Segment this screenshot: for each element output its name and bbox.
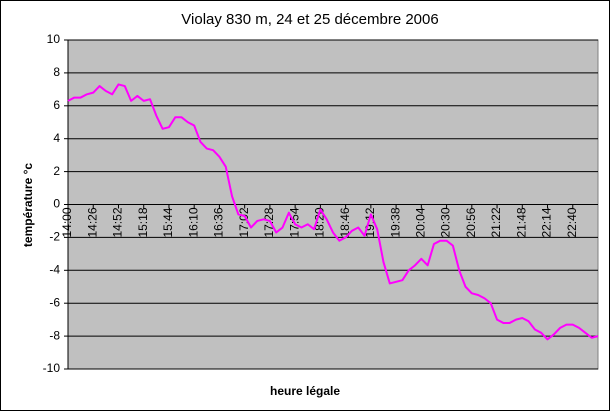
y-axis-label: température °c	[21, 163, 35, 247]
y-tick-label: 4	[53, 131, 60, 145]
x-tick-label: 15:44	[161, 207, 175, 237]
x-tick-label: 20:04	[414, 207, 428, 237]
data-line	[67, 83, 599, 341]
y-tick-label: -8	[49, 328, 60, 342]
y-tick-label: -6	[49, 295, 60, 309]
y-tick-label: 8	[53, 65, 60, 79]
y-tick-label: 6	[53, 98, 60, 112]
x-tick-label: 20:56	[464, 207, 478, 237]
x-tick-label: 21:48	[514, 207, 528, 237]
y-tick-label: 2	[53, 164, 60, 178]
x-tick-label: 16:10	[186, 207, 200, 237]
x-tick-label: 18:46	[338, 207, 352, 237]
x-tick-label: 14:26	[85, 207, 99, 237]
y-tick-label: -4	[49, 262, 60, 276]
x-tick-label: 14:00	[60, 207, 74, 237]
x-tick-label: 19:38	[388, 207, 402, 237]
chart-title: Violay 830 m, 24 et 25 décembre 2006	[181, 11, 438, 28]
y-tick-label: -10	[43, 361, 61, 375]
x-axis-label: heure légale	[270, 384, 340, 398]
x-tick-label: 21:22	[489, 207, 503, 237]
x-tick-label: 16:36	[212, 207, 226, 237]
x-tick-label: 20:30	[439, 207, 453, 237]
x-tick-label: 22:14	[540, 207, 554, 237]
y-tick-label: 0	[53, 197, 60, 211]
y-tick-label: 10	[47, 32, 61, 46]
x-tick-label: 15:18	[136, 207, 150, 237]
x-tick-label: 17:28	[262, 207, 276, 237]
x-tick-label: 22:40	[565, 207, 579, 237]
x-tick-label: 14:52	[111, 207, 125, 237]
y-tick-label: -2	[49, 230, 60, 244]
